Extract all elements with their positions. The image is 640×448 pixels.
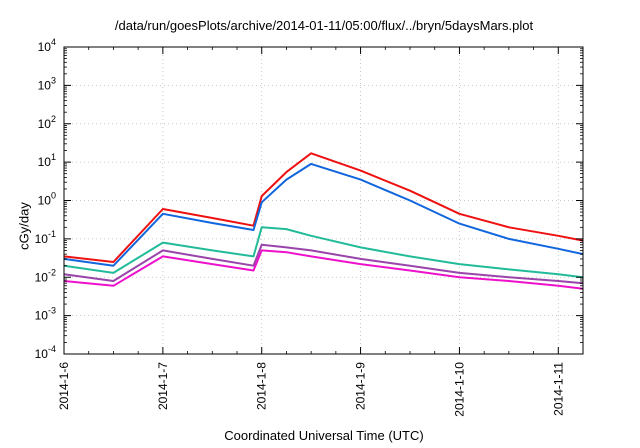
y-tick-label: 102 xyxy=(38,114,56,131)
series-line-5 xyxy=(63,249,584,290)
axes: 10-4 10-3 10-2 10-1 100 101 102 103 104 2014-1-6 2… xyxy=(35,37,583,417)
chart-title: /data/run/goesPlots/archive/2014-01-11/0… xyxy=(114,18,534,33)
series-line-1 xyxy=(63,152,584,263)
series-line-3 xyxy=(63,226,584,279)
y-tick-label: 104 xyxy=(38,37,56,54)
x-tick-label: 2014-1-9 xyxy=(354,362,368,410)
y-tick-label: 10-4 xyxy=(35,344,56,361)
y-tick-label: 101 xyxy=(38,152,56,169)
series-line-4 xyxy=(63,243,584,285)
y-tick-label: 10-2 xyxy=(35,267,56,284)
series-line-2 xyxy=(63,162,584,267)
x-tick-label: 2014-1-10 xyxy=(452,362,466,417)
x-tick-label: 2014-1-8 xyxy=(255,362,269,410)
plot-frame xyxy=(63,46,584,355)
y-tick-label: 10-3 xyxy=(35,306,56,323)
grid xyxy=(64,47,583,354)
x-tick-label: 2014-1-7 xyxy=(156,362,170,410)
y-tick-label: 100 xyxy=(38,191,56,208)
x-tick-label: 2014-1-11 xyxy=(551,362,565,416)
y-tick-label: 103 xyxy=(38,75,56,92)
x-tick-label: 2014-1-6 xyxy=(57,362,71,410)
x-axis-label: Coordinated Universal Time (UTC) xyxy=(224,428,424,443)
y-tick-label: 10-1 xyxy=(35,229,56,246)
series-layer xyxy=(63,152,584,290)
